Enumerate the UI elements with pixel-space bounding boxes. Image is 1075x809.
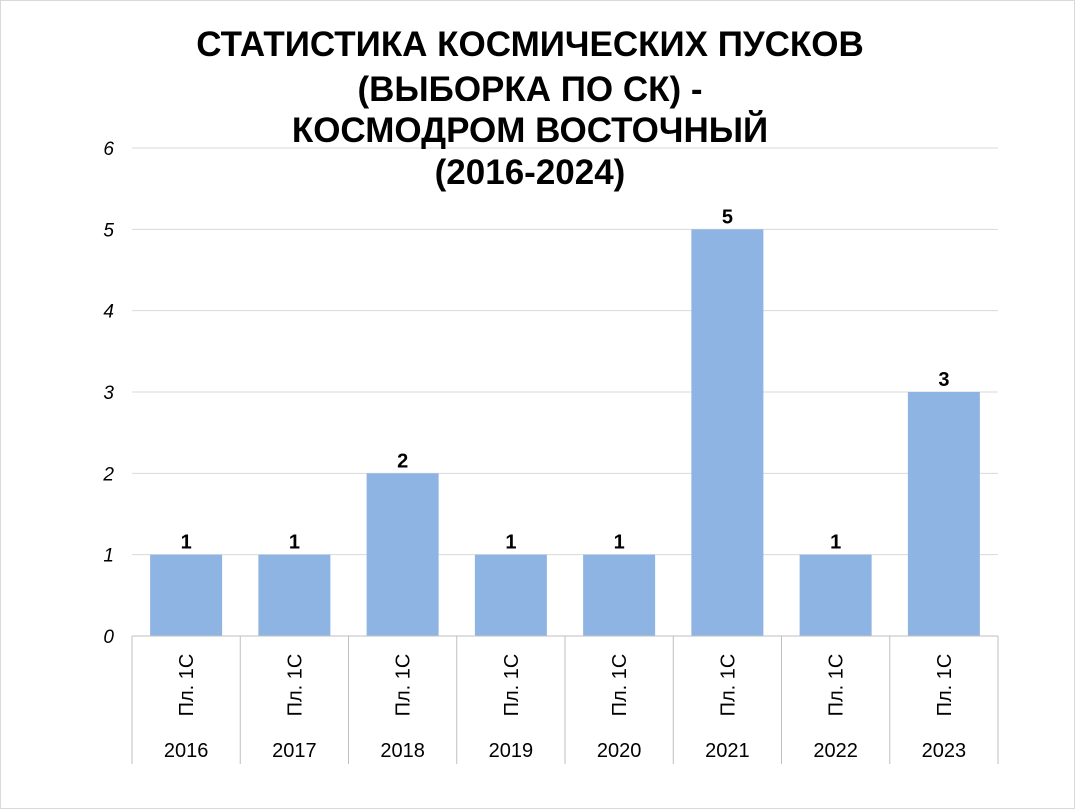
group-label: 2018: [380, 740, 425, 762]
y-tick-label: 0: [103, 627, 114, 648]
data-label: 1: [289, 532, 300, 554]
group-label: 2021: [705, 740, 750, 762]
data-label: 3: [938, 369, 949, 391]
bar: [691, 229, 764, 637]
gridlines: [132, 147, 998, 556]
data-label: 5: [722, 206, 733, 228]
bar: [907, 392, 980, 636]
bar: [366, 473, 439, 636]
y-tick-label: 5: [103, 220, 114, 241]
bar: [583, 554, 656, 636]
bar: [150, 554, 223, 636]
chart-title: СТАТИСТИКА КОСМИЧЕСКИХ ПУСКОВ (ВЫБОРКА П…: [196, 25, 864, 192]
y-tick-label: 4: [103, 302, 114, 323]
data-label: 1: [614, 532, 625, 554]
chart-title-line-4: (2016-2024): [435, 153, 626, 192]
x-axis: Пл. 1С Пл. 1С Пл. 1С Пл. 1С Пл. 1С Пл. 1С Пл. …: [131, 635, 999, 764]
category-label: Пл. 1С: [609, 654, 631, 717]
category-label: Пл. 1С: [284, 654, 306, 717]
chart-title-line-2: (ВЫБОРКА ПО СК) -: [357, 70, 702, 109]
data-label: 1: [181, 532, 192, 554]
y-tick-label: 6: [103, 139, 114, 160]
bar: [799, 554, 872, 636]
data-label: 2: [397, 450, 408, 472]
category-label: Пл. 1С: [501, 654, 523, 717]
category-label: Пл. 1С: [176, 654, 198, 717]
data-label: 1: [830, 532, 841, 554]
group-label: 2017: [272, 740, 317, 762]
y-tick-label: 1: [103, 546, 114, 567]
y-axis: 0 1 2 3 4 5 6: [102, 139, 114, 648]
data-label: 1: [505, 532, 516, 554]
y-tick-label: 3: [103, 383, 114, 404]
category-label: Пл. 1С: [826, 654, 848, 717]
bars: [150, 229, 980, 637]
group-label: 2020: [597, 740, 642, 762]
group-label: 2023: [922, 740, 967, 762]
category-label: Пл. 1С: [717, 654, 739, 717]
chart-title-line-3: КОСМОДРОМ ВОСТОЧНЫЙ: [292, 110, 768, 150]
chart-title-line-1: СТАТИСТИКА КОСМИЧЕСКИХ ПУСКОВ: [196, 25, 864, 64]
category-label: Пл. 1С: [393, 654, 415, 717]
y-tick-label: 2: [102, 464, 114, 485]
group-label: 2022: [813, 740, 858, 762]
category-label: Пл. 1С: [934, 654, 956, 717]
data-labels: 1 1 2 1 1 5 1 3: [181, 206, 950, 553]
group-label: 2016: [164, 740, 209, 762]
group-label: 2019: [489, 740, 534, 762]
bar: [258, 554, 331, 636]
bar: [474, 554, 547, 636]
